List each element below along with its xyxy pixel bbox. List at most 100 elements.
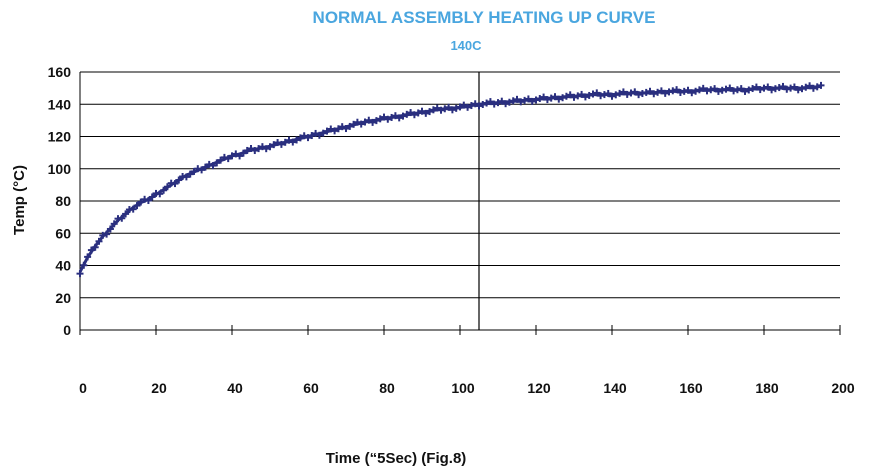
- data-point: [684, 86, 692, 94]
- data-point: [391, 112, 399, 120]
- data-point: [456, 103, 464, 111]
- data-point: [452, 104, 460, 112]
- data-point: [566, 91, 574, 99]
- data-point: [688, 89, 696, 97]
- data-point: [84, 253, 92, 261]
- data-point: [255, 145, 263, 153]
- data-point: [581, 93, 589, 101]
- data-point: [490, 100, 498, 108]
- data-point: [289, 138, 297, 146]
- data-point: [494, 99, 502, 107]
- data-point: [144, 197, 152, 205]
- data-point: [718, 86, 726, 94]
- y-tick-label: 20: [55, 290, 71, 306]
- data-point: [281, 138, 289, 146]
- data-point: [308, 132, 316, 140]
- data-point: [403, 110, 411, 118]
- data-point: [99, 231, 107, 239]
- data-point: [802, 83, 810, 91]
- data-point: [274, 139, 282, 147]
- y-tick-label: 160: [48, 64, 72, 80]
- data-point: [448, 106, 456, 114]
- data-point: [646, 87, 654, 95]
- x-tick-label: 40: [227, 380, 243, 396]
- data-point: [692, 87, 700, 95]
- data-point: [213, 159, 221, 167]
- data-point: [220, 153, 228, 161]
- data-point: [217, 156, 225, 164]
- x-tick-label: 60: [303, 380, 319, 396]
- data-point: [247, 145, 255, 153]
- data-point: [91, 243, 99, 251]
- data-point: [726, 84, 734, 92]
- y-tick-label: 140: [48, 96, 72, 112]
- data-point: [714, 87, 722, 95]
- data-point: [414, 109, 422, 117]
- data-point: [239, 149, 247, 157]
- data-point: [589, 90, 597, 98]
- data-point: [760, 84, 768, 92]
- data-point: [479, 100, 487, 108]
- data-point: [315, 131, 323, 139]
- data-point: [103, 230, 111, 238]
- data-point: [555, 95, 563, 103]
- data-point: [665, 88, 673, 96]
- data-point: [619, 88, 627, 96]
- data-point: [673, 86, 681, 94]
- x-tick-label: 120: [527, 380, 551, 396]
- data-point: [331, 127, 339, 135]
- data-point: [160, 186, 168, 194]
- data-point: [258, 143, 266, 151]
- data-point: [312, 129, 320, 137]
- x-tick-label: 0: [79, 380, 87, 396]
- data-point: [536, 95, 544, 103]
- data-point: [749, 85, 757, 93]
- data-point: [262, 145, 270, 153]
- data-point: [585, 91, 593, 99]
- data-point: [521, 96, 529, 104]
- data-point: [475, 102, 483, 110]
- data-point: [384, 115, 392, 123]
- data-point: [604, 89, 612, 97]
- data-point: [764, 83, 772, 91]
- data-point: [741, 87, 749, 95]
- y-axis-label: Temp (°C): [11, 165, 28, 235]
- data-point: [357, 120, 365, 128]
- data-point: [790, 83, 798, 91]
- data-point: [559, 94, 567, 102]
- data-point: [650, 90, 658, 98]
- data-point: [118, 214, 126, 222]
- data-point: [300, 132, 308, 140]
- data-point: [771, 85, 779, 93]
- data-point: [87, 246, 95, 254]
- data-point: [304, 134, 312, 142]
- data-point: [418, 107, 426, 115]
- data-point: [756, 86, 764, 94]
- data-point: [627, 89, 635, 97]
- data-point: [327, 125, 335, 133]
- data-point: [722, 85, 730, 93]
- data-point: [251, 147, 259, 155]
- data-point: [638, 90, 646, 98]
- data-point: [543, 96, 551, 104]
- x-tick-label: 140: [603, 380, 627, 396]
- data-point: [783, 85, 791, 93]
- data-point: [232, 150, 240, 158]
- data-point: [509, 97, 517, 105]
- data-point: [467, 102, 475, 110]
- data-point: [809, 84, 817, 92]
- data-point: [483, 99, 491, 107]
- data-point: [110, 220, 118, 228]
- data-point: [137, 198, 145, 206]
- data-point: [399, 112, 407, 120]
- x-tick-label: 160: [679, 380, 703, 396]
- x-tick-label: 20: [151, 380, 167, 396]
- data-point: [205, 160, 213, 168]
- data-point: [171, 180, 179, 188]
- data-point: [236, 152, 244, 160]
- data-point: [293, 136, 301, 144]
- data-point: [346, 122, 354, 130]
- data-point: [532, 96, 540, 104]
- data-point: [745, 86, 753, 94]
